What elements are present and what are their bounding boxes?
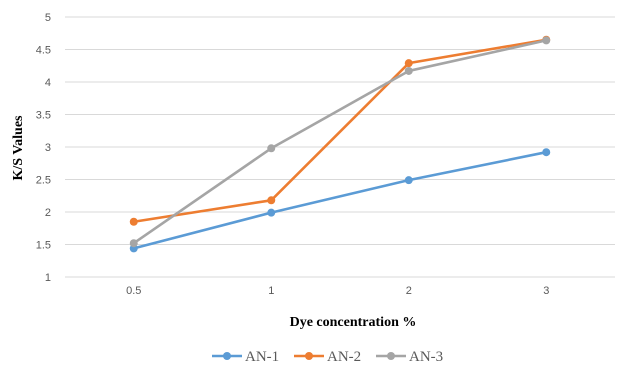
data-point [267,196,276,205]
y-tick-label: 3 [45,142,51,154]
data-point [404,176,413,185]
series-lines [129,35,551,253]
data-point [267,144,276,153]
y-tick-label: 4 [45,77,51,89]
data-point [129,217,138,226]
x-tick-label: 3 [543,285,549,297]
x-axis-ticks: 0.5 1 2 3 [126,285,549,297]
legend-marker [223,352,231,360]
y-axis-title: K/S Values [11,115,26,181]
series-an-1 [129,148,551,253]
data-point [267,208,276,217]
legend-marker [305,352,313,360]
x-tick-label: 2 [406,285,412,297]
y-tick-label: 4.5 [36,45,51,57]
y-tick-label: 1 [45,272,51,284]
data-point [542,36,551,45]
series-line [133,39,547,245]
legend-item-an-3: AN-3 [376,349,443,365]
data-point [542,148,551,157]
y-axis-ticks: 1 1.5 2 2.5 3 3.5 4 4.5 5 [36,12,51,284]
legend-label: AN-3 [409,349,443,365]
data-point [404,66,413,75]
x-tick-label: 0.5 [126,285,141,297]
y-tick-label: 3.5 [36,110,51,122]
y-tick-label: 2.5 [36,175,51,187]
legend-item-an-1: AN-1 [212,349,279,365]
series-an-3 [129,36,551,248]
data-point [404,59,413,68]
y-tick-label: 5 [45,12,51,24]
y-tick-label: 1.5 [36,240,51,252]
legend: AN-1 AN-2 AN-3 [212,349,443,365]
legend-label: AN-2 [327,349,361,365]
x-tick-label: 1 [268,285,274,297]
series-line [133,150,547,250]
legend-item-an-2: AN-2 [294,349,361,365]
gridlines [65,16,615,278]
legend-marker [387,352,395,360]
data-point [129,239,138,248]
x-axis-title: Dye concentration % [290,315,417,330]
y-tick-label: 2 [45,207,51,219]
legend-label: AN-1 [245,349,279,365]
series-line [133,38,547,224]
